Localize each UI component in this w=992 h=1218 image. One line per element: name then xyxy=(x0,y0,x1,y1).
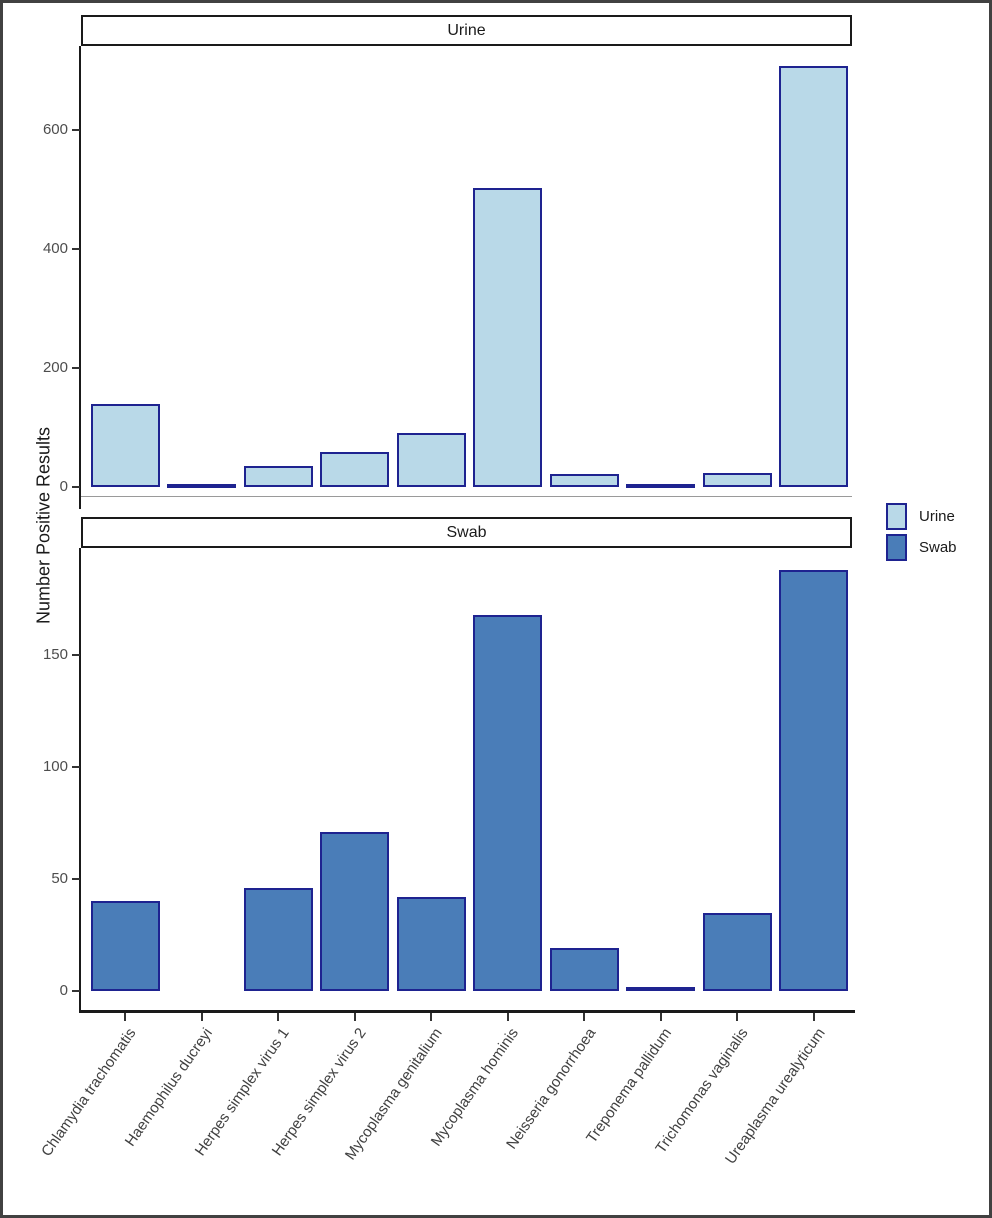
y-axis-line-urine xyxy=(79,46,81,509)
x-tick-mark xyxy=(277,1013,279,1021)
facet-strip-urine-label: Urine xyxy=(447,21,486,39)
bar-urine-2 xyxy=(243,466,313,487)
bar-swab-4 xyxy=(396,897,466,991)
x-category-label: Treponema pallidum xyxy=(583,1025,676,1147)
y-tick-label: 100 xyxy=(42,758,68,775)
bar-swab-0 xyxy=(90,901,160,991)
y-tick-label: 400 xyxy=(42,240,68,257)
bar-urine-3 xyxy=(320,452,389,487)
bar-urine-6 xyxy=(549,474,619,487)
y-tick-label: 150 xyxy=(42,646,68,663)
y-tick-label: 50 xyxy=(51,870,68,887)
facet-strip-urine: Urine xyxy=(81,15,852,46)
x-baseline-urine xyxy=(81,496,852,497)
bar-urine-0 xyxy=(90,404,160,487)
facet-strip-swab-label: Swab xyxy=(446,523,487,541)
bar-urine-5 xyxy=(473,188,542,487)
y-tick-mark xyxy=(72,129,80,131)
x-tick-mark xyxy=(353,1013,356,1021)
x-tick-mark xyxy=(812,1013,815,1021)
y-axis-title: Number Positive Results xyxy=(33,426,54,625)
y-tick-label: 600 xyxy=(42,121,68,138)
x-tick-mark xyxy=(124,1013,126,1021)
y-axis-line-swab xyxy=(79,548,81,1013)
legend-swatch-urine xyxy=(886,503,907,530)
bar-swab-7 xyxy=(626,987,695,991)
bar-swab-6 xyxy=(549,948,619,991)
x-category-label: Mycoplasma hominis xyxy=(428,1025,523,1150)
y-tick-mark xyxy=(72,878,80,880)
y-tick-mark xyxy=(72,766,80,768)
y-tick-label: 200 xyxy=(42,359,68,376)
x-axis-line xyxy=(79,1010,855,1013)
y-tick-label: 0 xyxy=(59,478,68,495)
x-tick-mark xyxy=(736,1013,738,1021)
x-tick-mark xyxy=(583,1013,585,1021)
bar-swab-9 xyxy=(779,570,848,991)
legend-swatch-swab xyxy=(886,534,907,561)
x-tick-mark xyxy=(430,1013,432,1021)
y-tick-mark xyxy=(72,654,80,656)
y-tick-mark xyxy=(72,248,80,250)
bar-urine-8 xyxy=(702,473,772,487)
bar-swab-8 xyxy=(702,913,772,991)
legend-label-swab: Swab xyxy=(919,539,957,556)
bar-swab-5 xyxy=(473,615,542,991)
x-tick-mark xyxy=(659,1013,662,1021)
y-tick-mark xyxy=(72,486,80,488)
x-tick-mark xyxy=(200,1013,203,1021)
bar-urine-9 xyxy=(779,66,848,487)
legend-label-urine: Urine xyxy=(919,508,955,525)
y-tick-mark xyxy=(72,990,80,992)
bar-urine-4 xyxy=(396,433,466,487)
x-tick-mark xyxy=(506,1013,509,1021)
x-category-label: Haemophilus ducreyi xyxy=(122,1025,217,1150)
y-tick-label: 0 xyxy=(59,982,68,999)
bar-urine-1 xyxy=(167,484,236,488)
bar-swab-2 xyxy=(243,888,313,991)
bar-swab-3 xyxy=(320,832,389,991)
facet-strip-swab: Swab xyxy=(81,517,852,548)
bar-urine-7 xyxy=(626,484,695,488)
y-tick-mark xyxy=(72,367,80,369)
